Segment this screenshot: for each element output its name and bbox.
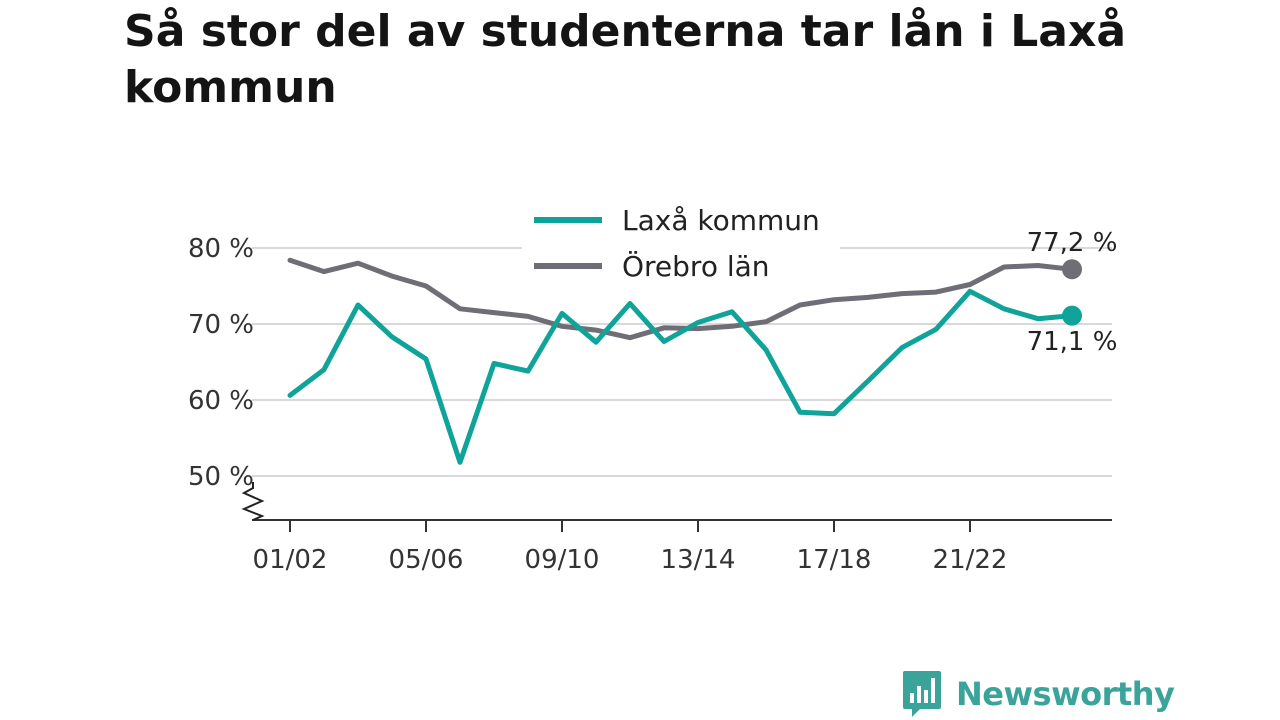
x-tick-label: 17/18 [797,545,872,575]
legend: Laxå kommun Örebro län [522,200,840,290]
y-tick-label: 70 % [188,310,254,340]
x-tick-label: 05/06 [389,545,464,575]
legend-background [522,200,840,290]
series-lines [287,257,1082,465]
series-line [287,257,1075,341]
legend-label: Laxå kommun [622,204,820,237]
x-tick-label: 01/02 [253,545,328,575]
newsworthy-logo-icon [903,671,941,717]
brand-name: Newsworthy [956,675,1175,713]
x-tick-label: 21/22 [933,545,1008,575]
y-tick-label: 80 % [188,234,254,264]
newsworthy-logo: Newsworthy [902,668,1175,720]
x-axis: 01/02 05/06 09/10 13/14 17/18 21/22 [241,482,1112,575]
y-tick-label: 50 % [188,462,254,492]
end-label-orebro: 77,2 % [1027,228,1118,258]
series-line [287,288,1075,465]
legend-label: Örebro län [622,249,770,283]
end-label-laxa: 71,1 % [1027,327,1118,357]
y-axis-labels: 80 % 70 % 60 % 50 % [188,234,254,492]
series-end-point [1062,259,1082,280]
end-labels: 71,1 % 77,2 % [1027,228,1118,357]
chart-title: Så stor del av studenterna tar lån i Lax… [124,6,1127,113]
axis-break-mark [241,482,265,521]
x-tick-label: 09/10 [525,545,600,575]
y-tick-label: 60 % [188,386,254,416]
series-end-point [1062,305,1082,326]
x-tick-label: 13/14 [661,545,736,575]
